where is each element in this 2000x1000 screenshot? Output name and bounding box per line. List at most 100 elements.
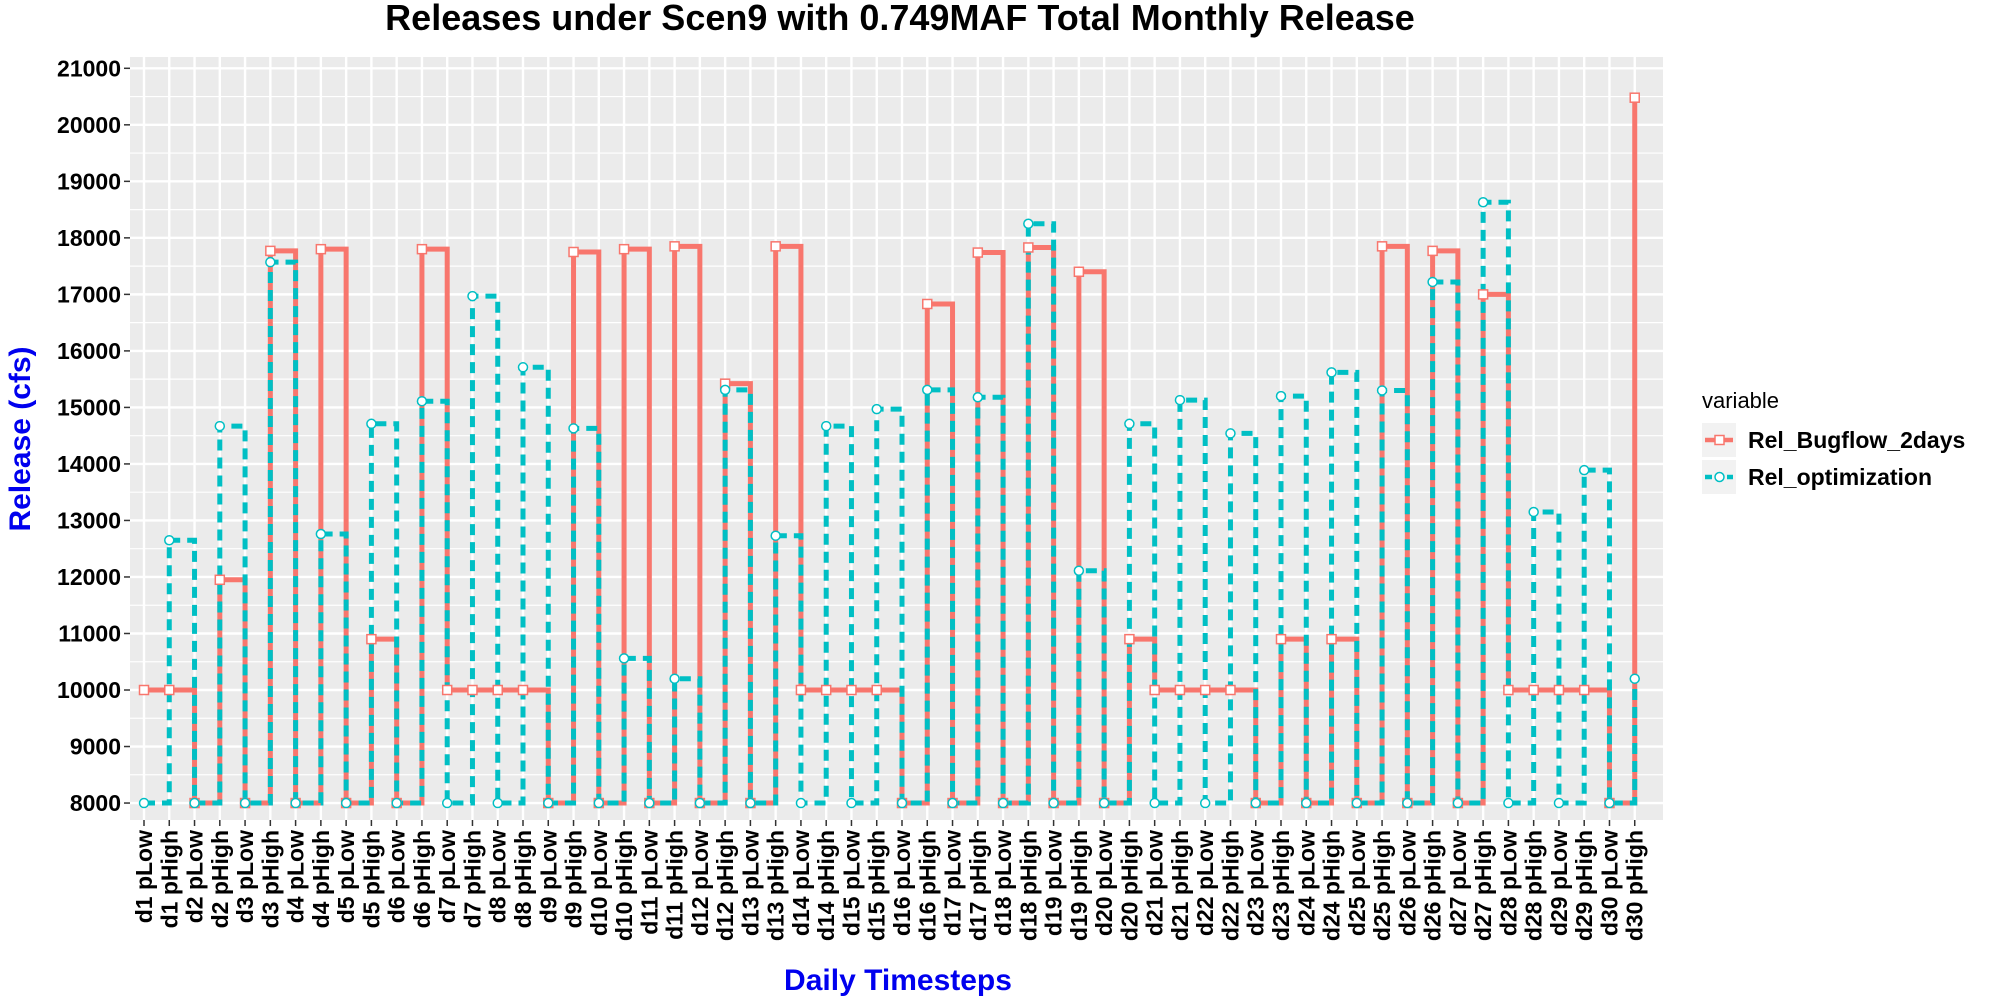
- data-point-Rel_optimization: [416, 395, 428, 407]
- x-tick-label: d1 pLow: [131, 830, 157, 923]
- data-point-Rel_Bugflow_2days: [568, 246, 579, 258]
- data-point-Rel_optimization: [846, 797, 857, 809]
- x-tick-label: d22 pLow: [1192, 830, 1218, 936]
- x-tick-label: d20 pHigh: [1116, 830, 1142, 941]
- x-tick-label: d4 pLow: [283, 830, 309, 923]
- data-point-Rel_optimization: [1452, 797, 1464, 809]
- x-tick-label: d9 pLow: [535, 830, 561, 923]
- x-tick-label: d14 pHigh: [813, 830, 839, 941]
- data-point-Rel_optimization: [896, 797, 908, 809]
- data-point-Rel_Bugflow_2days: [214, 574, 226, 586]
- x-tick-label: d6 pLow: [384, 830, 410, 923]
- x-tick-label: d23 pLow: [1243, 830, 1269, 936]
- y-tick-label: 20000: [57, 112, 121, 138]
- data-point-Rel_optimization: [618, 653, 630, 664]
- y-tick-label: 11000: [58, 620, 121, 646]
- x-tick-label: d16 pLow: [889, 830, 915, 936]
- data-point-Rel_optimization: [517, 362, 529, 373]
- data-point-Rel_optimization: [1225, 428, 1236, 439]
- data-point-Rel_Bugflow_2days: [1553, 684, 1565, 696]
- data-point-Rel_optimization: [1023, 218, 1034, 229]
- data-point-Rel_optimization: [1301, 797, 1312, 809]
- x-tick-label: d10 pHigh: [611, 830, 637, 941]
- data-point-Rel_optimization: [214, 420, 226, 432]
- x-tick-label: d16 pHigh: [914, 830, 940, 941]
- x-tick-label: d26 pLow: [1394, 830, 1420, 936]
- x-tick-label: d27 pLow: [1445, 830, 1471, 936]
- y-tick-label: 17000: [57, 281, 121, 307]
- data-point-Rel_Bugflow_2days: [1503, 684, 1514, 696]
- x-tick-label: d24 pLow: [1293, 830, 1319, 936]
- data-point-Rel_optimization: [1553, 797, 1565, 809]
- data-point-Rel_optimization: [239, 797, 251, 809]
- data-point-Rel_optimization: [1048, 797, 1059, 809]
- data-point-Rel_optimization: [1578, 464, 1590, 476]
- y-tick-label: 14000: [57, 451, 121, 477]
- data-point-Rel_Bugflow_2days: [1073, 266, 1085, 278]
- data-point-Rel_Bugflow_2days: [265, 245, 276, 257]
- y-tick-label: 19000: [57, 168, 121, 194]
- data-point-Rel_Bugflow_2days: [1225, 684, 1236, 696]
- x-tick-label: d23 pHigh: [1268, 830, 1294, 941]
- data-point-Rel_optimization: [1326, 367, 1337, 378]
- data-point-Rel_optimization: [669, 673, 680, 684]
- data-point-Rel_Bugflow_2days: [366, 633, 377, 645]
- data-point-Rel_Bugflow_2days: [492, 684, 503, 696]
- data-point-Rel_optimization: [1174, 394, 1186, 406]
- x-tick-label: d28 pLow: [1495, 830, 1521, 936]
- x-tick-label: d2 pLow: [182, 830, 208, 923]
- legend-key-marker: [1714, 434, 1725, 446]
- x-tick-label: d28 pHigh: [1521, 830, 1547, 941]
- data-point-Rel_Bugflow_2days: [669, 241, 680, 252]
- x-tick-label: d30 pHigh: [1622, 830, 1648, 941]
- x-tick-label: d7 pLow: [434, 830, 460, 923]
- x-tick-label: d8 pHigh: [510, 830, 536, 928]
- data-point-Rel_optimization: [745, 797, 756, 809]
- data-point-Rel_Bugflow_2days: [1477, 289, 1489, 300]
- data-point-Rel_Bugflow_2days: [1326, 633, 1337, 645]
- data-point-Rel_optimization: [1402, 797, 1413, 809]
- y-tick-label: 18000: [57, 225, 121, 251]
- data-point-Rel_optimization: [189, 797, 200, 809]
- data-point-Rel_optimization: [997, 797, 1009, 809]
- x-tick-label: d6 pHigh: [409, 830, 435, 928]
- data-point-Rel_Bugflow_2days: [795, 684, 807, 696]
- x-tick-label: d5 pHigh: [358, 830, 384, 928]
- data-point-Rel_Bugflow_2days: [1578, 684, 1590, 696]
- data-point-Rel_optimization: [391, 797, 402, 809]
- x-tick-label: d21 pLow: [1142, 830, 1168, 936]
- data-point-Rel_optimization: [1528, 506, 1539, 518]
- x-tick-label: d22 pHigh: [1217, 830, 1243, 941]
- data-point-Rel_Bugflow_2days: [972, 247, 984, 258]
- x-tick-label: d11 pHigh: [662, 830, 688, 940]
- x-tick-label: d29 pHigh: [1571, 830, 1597, 941]
- y-tick-label: 10000: [57, 677, 121, 703]
- data-point-Rel_optimization: [1503, 797, 1514, 809]
- data-point-Rel_Bugflow_2days: [441, 684, 453, 696]
- series-markers: [138, 92, 1640, 809]
- x-tick-label: d27 pHigh: [1470, 830, 1496, 941]
- data-point-Rel_optimization: [593, 797, 605, 809]
- data-point-Rel_Bugflow_2days: [138, 684, 150, 696]
- y-tick-label: 16000: [57, 338, 121, 364]
- x-tick-label: d15 pHigh: [864, 830, 890, 941]
- x-tick-label: d18 pLow: [990, 830, 1016, 936]
- data-point-Rel_optimization: [972, 391, 984, 403]
- data-point-Rel_optimization: [1275, 390, 1287, 402]
- x-tick-label: d19 pLow: [1041, 830, 1067, 936]
- data-point-Rel_optimization: [770, 530, 781, 541]
- data-point-Rel_optimization: [871, 403, 882, 415]
- data-point-Rel_optimization: [340, 797, 352, 809]
- x-tick-label: d13 pLow: [737, 830, 763, 936]
- x-tick-label: d29 pLow: [1546, 830, 1572, 936]
- data-point-Rel_optimization: [164, 534, 175, 546]
- legend-title: variable: [1702, 388, 1779, 413]
- data-point-Rel_optimization: [1073, 565, 1085, 577]
- data-point-Rel_Bugflow_2days: [1427, 245, 1438, 257]
- x-tick-label: d8 pLow: [485, 830, 511, 923]
- data-point-Rel_Bugflow_2days: [1124, 633, 1135, 645]
- x-tick-label: d19 pHigh: [1066, 830, 1092, 941]
- data-point-Rel_optimization: [947, 797, 958, 809]
- x-tick-label: d7 pHigh: [459, 830, 485, 928]
- data-point-Rel_optimization: [820, 420, 832, 432]
